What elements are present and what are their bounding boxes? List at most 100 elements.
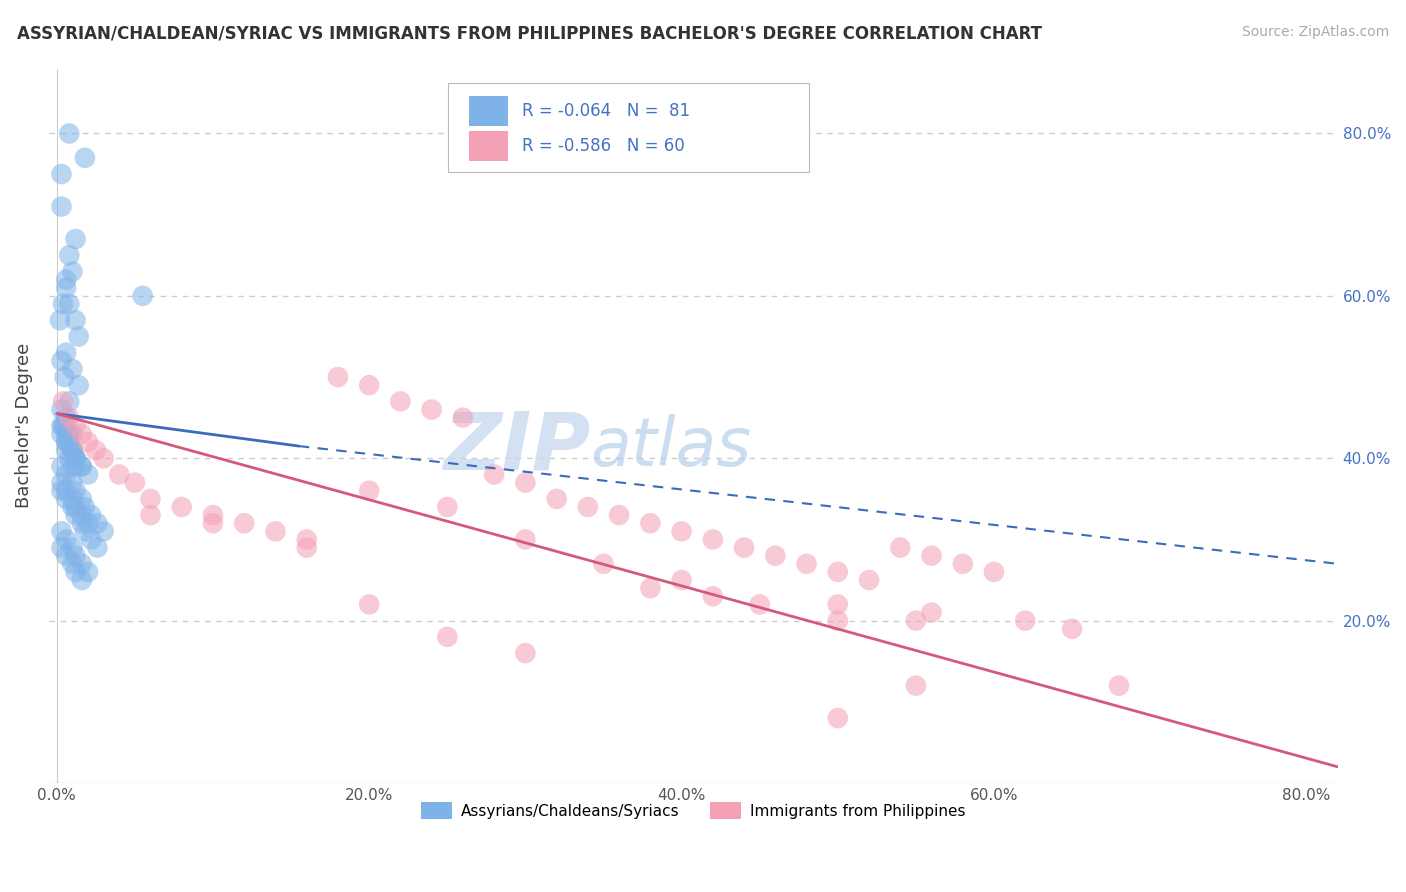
- Point: [67, 378, 90, 392]
- Point: [51, 418, 73, 433]
- Point: [592, 557, 614, 571]
- Point: [93, 451, 115, 466]
- Point: [70, 516, 93, 531]
- Point: [73, 151, 96, 165]
- Point: [58, 410, 80, 425]
- Point: [359, 598, 381, 612]
- Point: [326, 370, 349, 384]
- Point: [53, 370, 76, 384]
- Point: [58, 127, 80, 141]
- Point: [359, 378, 381, 392]
- Point: [702, 533, 724, 547]
- Point: [55, 549, 77, 563]
- Point: [640, 516, 662, 531]
- Point: [70, 508, 93, 522]
- Point: [84, 443, 107, 458]
- Point: [124, 475, 146, 490]
- Point: [640, 581, 662, 595]
- Text: R = -0.586   N = 60: R = -0.586 N = 60: [522, 136, 685, 154]
- Point: [77, 516, 100, 531]
- Point: [1014, 614, 1036, 628]
- Point: [70, 491, 93, 506]
- Point: [58, 297, 80, 311]
- Point: [65, 451, 87, 466]
- Point: [201, 508, 224, 522]
- Point: [889, 541, 911, 555]
- Point: [201, 516, 224, 531]
- Point: [51, 524, 73, 539]
- Point: [295, 533, 318, 547]
- Point: [86, 541, 108, 555]
- Point: [983, 565, 1005, 579]
- Point: [49, 313, 72, 327]
- Point: [51, 483, 73, 498]
- Point: [65, 508, 87, 522]
- Point: [65, 313, 87, 327]
- Point: [51, 541, 73, 555]
- Point: [70, 573, 93, 587]
- Point: [60, 426, 83, 441]
- Point: [702, 589, 724, 603]
- Point: [827, 614, 849, 628]
- Point: [233, 516, 256, 531]
- Point: [65, 459, 87, 474]
- Point: [436, 630, 458, 644]
- Point: [52, 418, 75, 433]
- Point: [67, 329, 90, 343]
- Point: [1062, 622, 1084, 636]
- Point: [58, 435, 80, 450]
- Point: [53, 418, 76, 433]
- Point: [921, 606, 943, 620]
- Point: [389, 394, 412, 409]
- Point: [359, 483, 381, 498]
- Point: [70, 426, 93, 441]
- Point: [51, 200, 73, 214]
- Point: [65, 418, 87, 433]
- Point: [139, 491, 162, 506]
- Legend: Assyrians/Chaldeans/Syriacs, Immigrants from Philippines: Assyrians/Chaldeans/Syriacs, Immigrants …: [415, 796, 972, 825]
- Point: [55, 467, 77, 482]
- Point: [60, 491, 83, 506]
- Point: [55, 533, 77, 547]
- Point: [55, 483, 77, 498]
- Text: R = -0.064   N =  81: R = -0.064 N = 81: [522, 103, 690, 120]
- Point: [436, 500, 458, 514]
- Point: [65, 451, 87, 466]
- Point: [70, 459, 93, 474]
- Point: [55, 435, 77, 450]
- Point: [58, 435, 80, 450]
- Point: [671, 573, 693, 587]
- Point: [55, 410, 77, 425]
- Point: [65, 483, 87, 498]
- Point: [748, 598, 770, 612]
- Point: [73, 500, 96, 514]
- Point: [827, 598, 849, 612]
- Point: [58, 451, 80, 466]
- Point: [60, 541, 83, 555]
- Point: [77, 565, 100, 579]
- Point: [60, 443, 83, 458]
- Point: [65, 500, 87, 514]
- Point: [58, 248, 80, 262]
- Point: [73, 524, 96, 539]
- Point: [576, 500, 599, 514]
- Point: [51, 459, 73, 474]
- Point: [607, 508, 630, 522]
- Point: [51, 426, 73, 441]
- Point: [77, 467, 100, 482]
- Point: [482, 467, 505, 482]
- Point: [671, 524, 693, 539]
- Point: [515, 475, 537, 490]
- Point: [170, 500, 193, 514]
- Point: [60, 557, 83, 571]
- Point: [796, 557, 818, 571]
- Y-axis label: Bachelor's Degree: Bachelor's Degree: [15, 343, 32, 508]
- FancyBboxPatch shape: [470, 131, 508, 161]
- Point: [65, 549, 87, 563]
- Point: [60, 500, 83, 514]
- Point: [60, 443, 83, 458]
- Point: [51, 167, 73, 181]
- FancyBboxPatch shape: [449, 83, 810, 172]
- Point: [420, 402, 443, 417]
- Point: [51, 354, 73, 368]
